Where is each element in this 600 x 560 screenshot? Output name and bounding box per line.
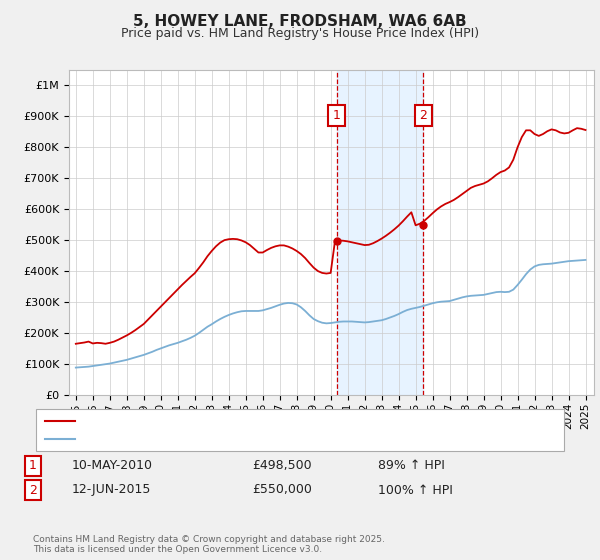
- Text: 2: 2: [419, 109, 427, 122]
- Text: £550,000: £550,000: [252, 483, 312, 497]
- Text: 89% ↑ HPI: 89% ↑ HPI: [378, 459, 445, 473]
- Text: HPI: Average price, detached house, Cheshire West and Chester: HPI: Average price, detached house, Ches…: [81, 434, 439, 444]
- Text: 1: 1: [29, 459, 37, 473]
- Text: 5, HOWEY LANE, FRODSHAM, WA6 6AB (detached house): 5, HOWEY LANE, FRODSHAM, WA6 6AB (detach…: [81, 416, 401, 426]
- Text: Contains HM Land Registry data © Crown copyright and database right 2025.
This d: Contains HM Land Registry data © Crown c…: [33, 535, 385, 554]
- Text: 10-MAY-2010: 10-MAY-2010: [72, 459, 153, 473]
- Text: 1: 1: [333, 109, 341, 122]
- Text: Price paid vs. HM Land Registry's House Price Index (HPI): Price paid vs. HM Land Registry's House …: [121, 27, 479, 40]
- Text: 12-JUN-2015: 12-JUN-2015: [72, 483, 151, 497]
- Text: 5, HOWEY LANE, FRODSHAM, WA6 6AB: 5, HOWEY LANE, FRODSHAM, WA6 6AB: [133, 14, 467, 29]
- Text: 100% ↑ HPI: 100% ↑ HPI: [378, 483, 453, 497]
- Text: £498,500: £498,500: [252, 459, 311, 473]
- Bar: [337, 70, 423, 395]
- Text: 2: 2: [29, 483, 37, 497]
